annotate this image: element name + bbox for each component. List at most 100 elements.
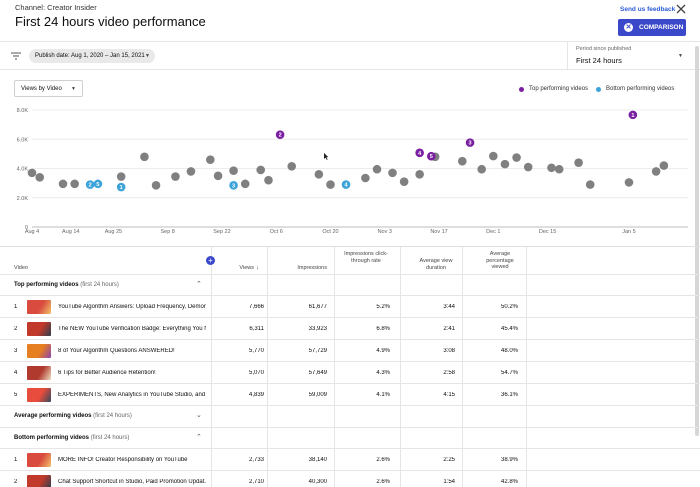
table-row[interactable]: 4 6 Tips for Better Audience Retention! 5,… xyxy=(0,362,700,384)
table-row[interactable]: 3 8 of Your Algorithm Questions ANSWERED!… xyxy=(0,340,700,362)
top-video-point xyxy=(415,148,424,158)
legend-bottom-dot xyxy=(596,86,601,92)
chevron-down-icon: ▼ xyxy=(678,53,683,59)
chevron-up-icon[interactable]: ⌃ xyxy=(196,281,202,288)
divider xyxy=(0,274,700,275)
cell-avd: 3:44 xyxy=(443,304,455,310)
average-video-point xyxy=(415,170,424,179)
row-rank: 2 xyxy=(14,479,18,485)
column-divider xyxy=(267,247,268,487)
filter-bar: Publish date: Aug 1, 2020 – Jan 15, 2021… xyxy=(0,42,700,70)
views-by-label: Views by Video xyxy=(21,85,62,92)
top-video-point xyxy=(465,138,475,147)
average-video-point xyxy=(659,161,669,170)
comparison-icon: ✕ xyxy=(624,23,633,32)
scrollbar[interactable] xyxy=(695,46,699,436)
average-video-point xyxy=(70,179,79,189)
group-top-row[interactable]: Top performing videos (first 24 hours) ⌃ xyxy=(0,275,700,297)
x-tick-label: Dec 15 xyxy=(539,229,556,235)
x-tick-label: Aug 14 xyxy=(62,229,79,235)
group-average-title: Average performing videos xyxy=(14,413,92,419)
average-video-point xyxy=(457,156,467,166)
x-tick-label: Aug 4 xyxy=(25,229,39,235)
average-video-point xyxy=(547,163,556,173)
cell-impressions: 57,649 xyxy=(308,370,327,376)
average-video-point xyxy=(500,159,510,169)
average-video-point xyxy=(554,164,564,174)
average-video-point xyxy=(477,164,486,174)
average-video-point xyxy=(264,175,273,185)
average-video-point xyxy=(585,180,595,189)
add-column-icon[interactable]: + xyxy=(206,256,215,265)
close-icon[interactable] xyxy=(675,3,687,15)
cell-views: 6,311 xyxy=(249,326,264,332)
header-avp[interactable]: Average percentage viewed xyxy=(486,251,514,270)
video-thumbnail[interactable] xyxy=(27,322,51,336)
group-average-row[interactable]: Average performing videos (first 24 hour… xyxy=(0,406,700,428)
column-divider xyxy=(334,247,335,487)
average-video-point xyxy=(489,151,498,161)
cell-avp: 45.4% xyxy=(500,326,518,332)
average-video-point xyxy=(256,165,266,175)
y-tick-label: 4.0K xyxy=(17,167,29,173)
video-title[interactable]: 6 Tips for Better Audience Retention! xyxy=(58,370,156,376)
row-rank: 4 xyxy=(14,370,18,376)
sort-arrow-down-icon[interactable]: ↓ xyxy=(256,265,259,271)
header-ctr[interactable]: Impressions click-through rate xyxy=(344,251,388,264)
table-row[interactable]: 1 YouTube Algorithm Answers: Upload Frequ… xyxy=(0,296,700,318)
video-thumbnail[interactable] xyxy=(27,300,51,314)
divider xyxy=(0,361,700,362)
filter-icon[interactable] xyxy=(11,52,21,60)
table-row[interactable]: 5 EXPERIMENTS, New Analytics in YouTube S… xyxy=(0,384,700,406)
average-video-point xyxy=(399,177,409,186)
video-thumbnail[interactable] xyxy=(27,388,51,402)
cell-impressions: 40,300 xyxy=(308,479,327,485)
bottom-video-point-label: 2 xyxy=(89,183,92,189)
cell-ctr: 2.6% xyxy=(376,457,390,463)
header-impressions[interactable]: Impressions xyxy=(297,265,327,271)
row-rank: 2 xyxy=(14,326,18,332)
x-tick-label: Nov 3 xyxy=(378,229,392,235)
x-tick-label: Aug 25 xyxy=(105,229,122,235)
cell-ctr: 2.6% xyxy=(376,479,390,485)
header-views[interactable]: Views xyxy=(239,265,254,271)
table-row[interactable]: 2 The NEW YouTube Verification Badge: Eve… xyxy=(0,318,700,340)
period-selector[interactable]: Period since published First 24 hours ▼ xyxy=(567,42,689,70)
header-avd[interactable]: Average view duration xyxy=(419,258,453,271)
average-video-point xyxy=(58,179,68,189)
x-tick-label: Dec 1 xyxy=(486,229,500,235)
table-row[interactable]: 1 MORE INFO! Creator Responsibility on Yo… xyxy=(0,449,700,471)
chevron-down-icon[interactable]: ⌄ xyxy=(196,412,202,419)
cell-ctr: 4.9% xyxy=(376,348,390,354)
bottom-video-point xyxy=(341,180,351,189)
views-by-select[interactable]: Views by Video ▼ xyxy=(14,80,83,97)
cell-views: 7,666 xyxy=(248,304,264,310)
group-bottom-row[interactable]: Bottom performing videos (first 24 hours… xyxy=(0,428,700,450)
column-divider xyxy=(211,247,212,487)
video-title[interactable]: YouTube Algorithm Answers: Upload Freque… xyxy=(58,304,206,310)
comparison-button[interactable]: ✕ COMPARISON xyxy=(618,19,686,36)
video-thumbnail[interactable] xyxy=(27,366,51,380)
table-row[interactable]: 2 Chat Support Shortcut in Studio, Paid P… xyxy=(0,471,700,487)
row-rank: 5 xyxy=(14,392,18,398)
average-video-point xyxy=(140,152,149,162)
group-bottom-title: Bottom performing videos xyxy=(14,435,90,441)
video-thumbnail[interactable] xyxy=(27,453,51,467)
video-thumbnail[interactable] xyxy=(27,344,51,358)
video-title[interactable]: MORE INFO! Creator Responsibility on You… xyxy=(58,457,188,463)
video-title[interactable]: Chat Support Shortcut in Studio, Paid Pr… xyxy=(58,479,206,485)
average-video-point xyxy=(116,172,126,181)
publish-date-filter[interactable]: Publish date: Aug 1, 2020 – Jan 15, 2021… xyxy=(29,49,155,63)
chevron-up-icon[interactable]: ⌃ xyxy=(196,434,202,441)
video-thumbnail[interactable] xyxy=(27,475,51,487)
video-title[interactable]: 8 of Your Algorithm Questions ANSWERED! xyxy=(58,348,175,354)
average-video-point xyxy=(314,170,324,179)
video-title[interactable]: EXPERIMENTS, New Analytics in YouTube St… xyxy=(58,392,206,398)
send-feedback-link[interactable]: Send us feedback xyxy=(620,6,676,13)
cell-views: 2,710 xyxy=(248,479,264,485)
video-title[interactable]: The NEW YouTube Verification Badge: Ever… xyxy=(58,326,206,332)
average-video-point xyxy=(361,173,370,183)
page-title: First 24 hours video performance xyxy=(15,14,206,29)
x-tick-label: Oct 6 xyxy=(270,229,283,235)
cell-impressions: 59,009 xyxy=(308,392,327,398)
